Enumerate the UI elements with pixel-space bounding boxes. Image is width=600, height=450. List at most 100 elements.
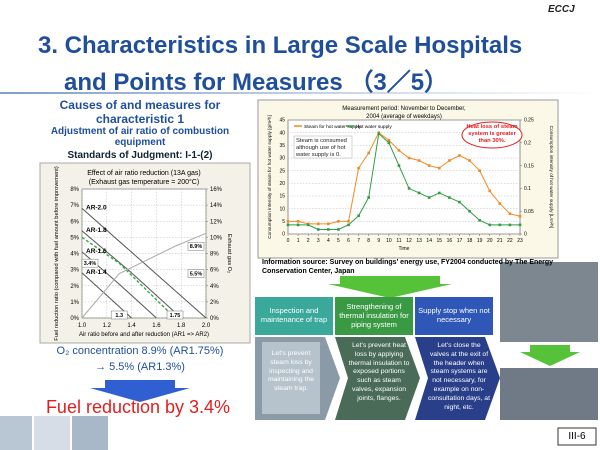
x-tick-label: 2 [307,238,310,244]
x-tick-label: 1.6 [152,323,161,329]
note-box [293,135,353,159]
point [327,228,330,231]
y-axis-label: Consumption intensity of steam for hot w… [267,115,272,239]
x-tick-label: 21 [497,238,503,244]
point [306,223,310,227]
title: and Points for Measures （3／5） [64,69,449,96]
photo [34,416,70,450]
chevron [415,337,500,420]
series-line [81,232,207,319]
x-tick-label: 6 [347,238,350,244]
y-tick-label: 15 [279,194,285,200]
box-head [415,297,493,335]
highlight-oval [461,121,523,149]
y-tick-label: 25 [279,168,285,174]
y-tick-label: 5 [282,219,285,225]
point [367,196,370,199]
x-tick-label: 19 [477,238,483,244]
y2-tick-label: 0% [210,316,219,322]
point [327,222,330,226]
box-head [255,297,333,335]
series-line [288,131,521,225]
x-tick-label: 23 [517,238,523,244]
point [498,202,502,205]
annotation-box [187,269,205,278]
point [508,223,512,227]
note: Steam is consumed [296,138,347,144]
legend-label: Steam for hot water supply [304,124,362,130]
point [316,222,320,226]
measure-body: Let's prevent heat loss by applying ther… [348,342,410,402]
point [438,191,441,195]
down-arrow [328,276,452,298]
chart-title: Measurement period: November to December… [342,106,466,112]
logo: ECCJ [548,4,575,15]
series-line [81,236,176,319]
x-tick-label: 11 [396,238,401,244]
point [417,159,421,162]
annotation: 3.4% [84,261,97,267]
note: although use of hot [296,145,346,151]
photo [500,368,598,420]
point [488,223,492,227]
y-tick-label: 1% [70,300,79,306]
annotation: 8.9% [190,244,203,250]
y-tick-label: 10 [279,206,285,212]
x-tick-label: 7 [357,238,360,244]
y2-tick-label: 14% [210,203,223,209]
point [367,151,370,155]
x-tick-label: 18 [467,238,473,244]
point [357,214,360,218]
series-line [81,230,182,319]
y2-tick-label: 0 [524,232,527,238]
y-tick-label: 0% [70,316,79,322]
x-tick-label: 2.0 [202,323,211,329]
annotation-box [166,310,184,320]
x-tick-label: 14 [426,238,432,244]
x-tick-label: 13 [416,238,422,244]
series-line [81,207,207,319]
x-tick-label: 1.8 [177,323,186,329]
point [387,138,391,142]
y-tick-label: 7% [70,203,79,209]
y2-tick-label: 12% [210,219,223,225]
x-tick-label: 22 [507,238,513,244]
legend-label: Hot water supply [356,124,392,130]
page-number: III-6 [568,431,586,442]
chevron [335,337,420,420]
point [498,223,502,227]
chart-subtitle: (Exhaust gas temperature = 200°C) [89,178,199,186]
x-axis-label: Time [399,246,410,252]
point [316,228,320,231]
point [488,189,492,193]
result: O₂ concentration 8.9% (AR1.75%) [56,345,224,357]
page-box [557,427,597,446]
measure-body: Let's prevent steam loss by inspecting a… [267,350,315,393]
y2-tick-label: 4% [210,284,219,290]
point [286,223,290,227]
chart-title: Effect of air ratio reduction (13A gas) [87,170,201,177]
conclusion: Fuel reduction by 3.4% [45,397,231,417]
annotation-box [81,258,99,268]
annotation: 1.75 [170,313,181,319]
point [337,220,340,223]
down-arrow [90,380,190,402]
note: system is greater [468,131,516,137]
y-tick-label: 40 [279,130,285,136]
chart-subtitle: 2004 (average of weekdays) [366,114,442,120]
point [438,166,441,170]
series-line [81,272,132,319]
point [478,169,481,172]
point [448,196,451,199]
result: → 5.5% (AR1.3%) [95,361,185,373]
point [458,200,461,204]
annotation: 5.5% [190,272,203,278]
rule [0,92,600,94]
measure-body: Let's close the valves at the exit of th… [428,342,490,411]
x-axis-label: Air ratio before and after reduction (AR… [79,332,209,338]
point [448,159,451,162]
title: 3. Characteristics in Large Scale Hospit… [38,32,523,59]
chart: 0% 1% 2% 3% 4% 5% 6% 7% 8% 0% 2% 4% 6% 8% 10% 12% 14% 16%… [54,166,232,341]
y-tick-label: 4% [70,252,79,258]
photo [500,262,598,342]
